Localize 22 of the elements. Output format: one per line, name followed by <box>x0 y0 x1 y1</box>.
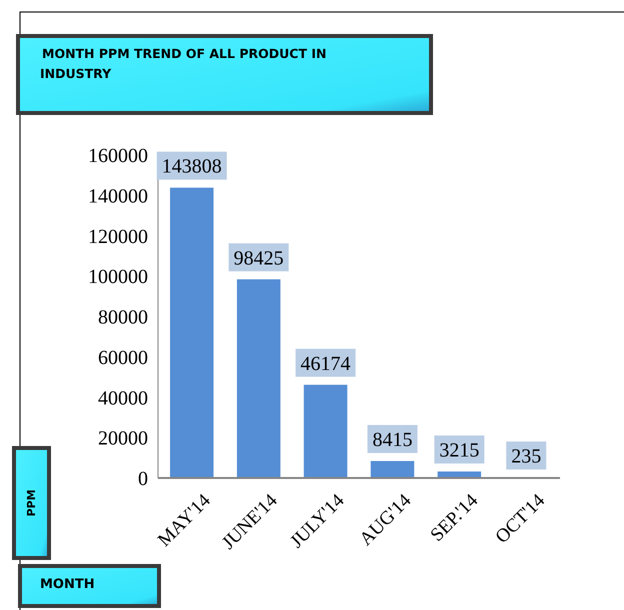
chart-title: MONTH PPM TREND OF ALL PRODUCT IN INDUSTRY <box>40 46 326 81</box>
bar <box>170 188 214 478</box>
y-tick-label: 0 <box>138 468 148 490</box>
y-tick-label: 80000 <box>98 306 148 328</box>
data-label: 3215 <box>439 440 480 462</box>
y-tick-label: 20000 <box>98 428 148 450</box>
y-tick-label: 160000 <box>88 145 148 167</box>
data-label: 46174 <box>300 352 351 375</box>
bar <box>304 384 348 478</box>
y-tick-label: 140000 <box>88 185 148 208</box>
y-axis-title: PPM <box>25 489 38 517</box>
y-tick-label: 100000 <box>88 266 148 288</box>
data-label: 143808 <box>162 156 222 178</box>
y-tick-label: 40000 <box>98 387 148 410</box>
data-label: 98425 <box>234 247 284 270</box>
y-tick-label: 120000 <box>88 226 148 248</box>
data-label: 235 <box>511 446 542 468</box>
data-label: 8415 <box>372 429 412 452</box>
y-tick-label: 60000 <box>98 346 148 369</box>
x-axis-title: MONTH <box>40 577 95 592</box>
bar <box>370 461 414 478</box>
bar <box>236 279 280 478</box>
